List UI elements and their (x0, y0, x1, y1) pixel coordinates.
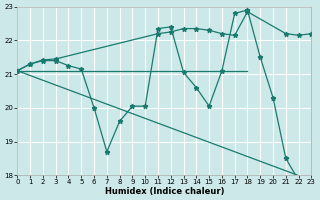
X-axis label: Humidex (Indice chaleur): Humidex (Indice chaleur) (105, 187, 224, 196)
